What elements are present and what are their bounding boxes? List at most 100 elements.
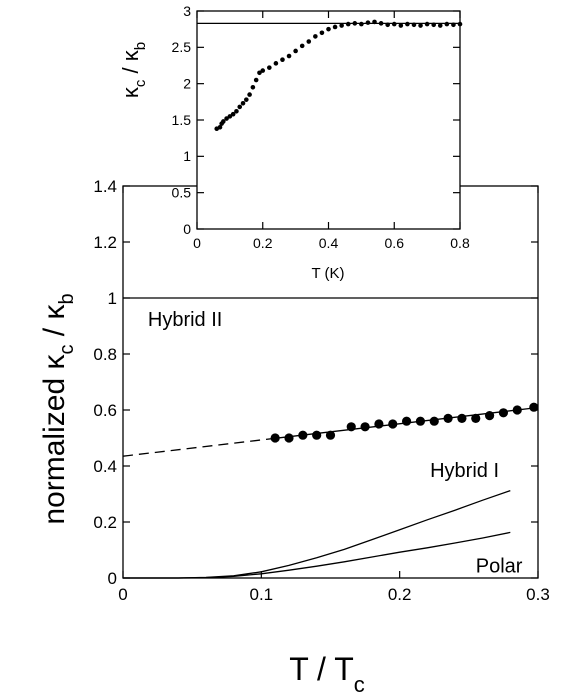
main-data-point [284, 433, 294, 443]
main-data-point [529, 402, 539, 412]
main-ylabel-text: normalized κ [38, 354, 71, 525]
inset-data-point [424, 21, 430, 27]
inset-data-point [247, 92, 252, 97]
inset-data-point [339, 23, 344, 28]
inset-data-point [273, 61, 279, 66]
inset-data-point [244, 97, 249, 102]
main-ylabel-mid: / κ [38, 304, 71, 345]
inset-data-point [411, 22, 417, 28]
inset-ytick-label: 0.5 [172, 185, 192, 201]
inset-data-point [457, 21, 463, 27]
inset-ylabel-mid: / κ [118, 49, 143, 79]
inset-data-point [365, 20, 371, 25]
main-plot-frame [122, 185, 539, 579]
main-ylabel-sub-b: b [56, 293, 78, 304]
main-xlabel-text: T / T [289, 651, 354, 687]
inset-data-point [418, 23, 423, 28]
main-annotation: Hybrid II [148, 309, 222, 331]
main-xtick-label: 0 [118, 585, 127, 604]
inset-data-point [437, 23, 443, 28]
main-ytick-label: 0.4 [93, 457, 117, 476]
inset-xtick-label: 0.8 [450, 235, 470, 251]
inset-ytick-label: 2 [183, 76, 191, 92]
inset-xtick-label: 0.4 [319, 235, 339, 251]
inset-data-point [280, 57, 285, 62]
inset-ylabel-sub-b: b [132, 42, 149, 50]
inset-data-point [398, 23, 404, 28]
main-series-line [122, 437, 276, 457]
main-annotation: Hybrid I [430, 460, 499, 482]
inset-data-point [237, 104, 243, 110]
inset-ytick-label: 1 [183, 148, 191, 164]
inset-data-point [306, 39, 312, 44]
main-series-line [123, 531, 511, 579]
inset-data-point [332, 24, 338, 30]
inset-xtick-label: 0.6 [385, 235, 405, 251]
main-data-point [471, 413, 481, 423]
main-ytick-label: 0.6 [93, 401, 117, 420]
inset-data-point [378, 21, 384, 26]
inset-data-point [253, 77, 259, 83]
inset-data-point [391, 21, 397, 27]
inset-data-point [431, 22, 437, 28]
main-data-point [498, 408, 509, 418]
inset-ytick-label: 0 [183, 221, 191, 237]
inset-data-point [372, 19, 377, 25]
main-ytick-label: 1.2 [93, 233, 117, 252]
main-ytick-label: 0 [108, 569, 117, 588]
main-ylabel-sub-c: c [56, 345, 78, 355]
inset-data-point [293, 48, 298, 54]
main-ylabel: normalized κc / κb [38, 293, 78, 524]
inset-data-point [227, 114, 233, 119]
inset-data-point [313, 34, 318, 39]
main-ytick-label: 1.4 [93, 177, 117, 196]
inset-data-point [385, 22, 390, 28]
main-data-point [312, 430, 322, 440]
inset-ytick-label: 2.5 [172, 39, 192, 55]
main-data-point [429, 416, 439, 426]
main-xtick-label: 0.1 [250, 585, 274, 604]
main-ytick-label: 0.2 [93, 513, 117, 532]
main-xlabel: T / Tc [289, 651, 365, 697]
inset-panel: 0 0.2 0.4 0.6 0.8 0 0.5 1 1.5 2 2.5 3 [172, 3, 470, 251]
inset-data-point [260, 68, 266, 73]
main-xlabel-sub: c [354, 672, 365, 697]
inset-data-point [224, 116, 229, 121]
main-data-point [360, 422, 370, 432]
inset-data-point [240, 100, 246, 106]
inset-data-point [444, 21, 450, 27]
inset-xtick-label: 0.2 [253, 235, 273, 251]
main-data-point [325, 430, 336, 440]
inset-data-point [345, 21, 351, 27]
main-xtick-label: 0.3 [526, 585, 550, 604]
inset-data-point [257, 70, 262, 76]
inset-data-point [230, 111, 236, 117]
inset-data-point [405, 21, 410, 27]
inset-plot-frame [196, 10, 461, 230]
main-ytick-label: 1 [108, 289, 117, 308]
inset-ytick-label: 1.5 [172, 112, 192, 128]
inset-data-point [319, 30, 325, 36]
inset-xtick-label: 0 [193, 235, 201, 251]
inset-xlabel: T (K) [311, 265, 344, 282]
inset-ylabel-text: κ [118, 86, 143, 98]
inset-data-point [286, 53, 292, 59]
main-data-point [401, 416, 412, 426]
main-ytick-label: 0.8 [93, 345, 117, 364]
main-xtick-label: 0.2 [388, 585, 412, 604]
inset-data-point [451, 22, 456, 28]
inset-data-point [221, 119, 226, 124]
inset-data-point [326, 26, 331, 32]
inset-data-point [234, 108, 239, 114]
main-series-line [275, 407, 534, 439]
main-data-point [374, 419, 384, 429]
inset-data-point [299, 43, 305, 49]
inset-data-point [352, 21, 358, 26]
inset-data-point [217, 124, 223, 130]
inset-data-point [359, 21, 364, 27]
inset-ylabel: κc / κb [118, 42, 149, 98]
main-data-point [457, 413, 467, 423]
main-annotation: Polar [476, 555, 523, 577]
inset-ylabel-sub-c: c [132, 79, 149, 87]
